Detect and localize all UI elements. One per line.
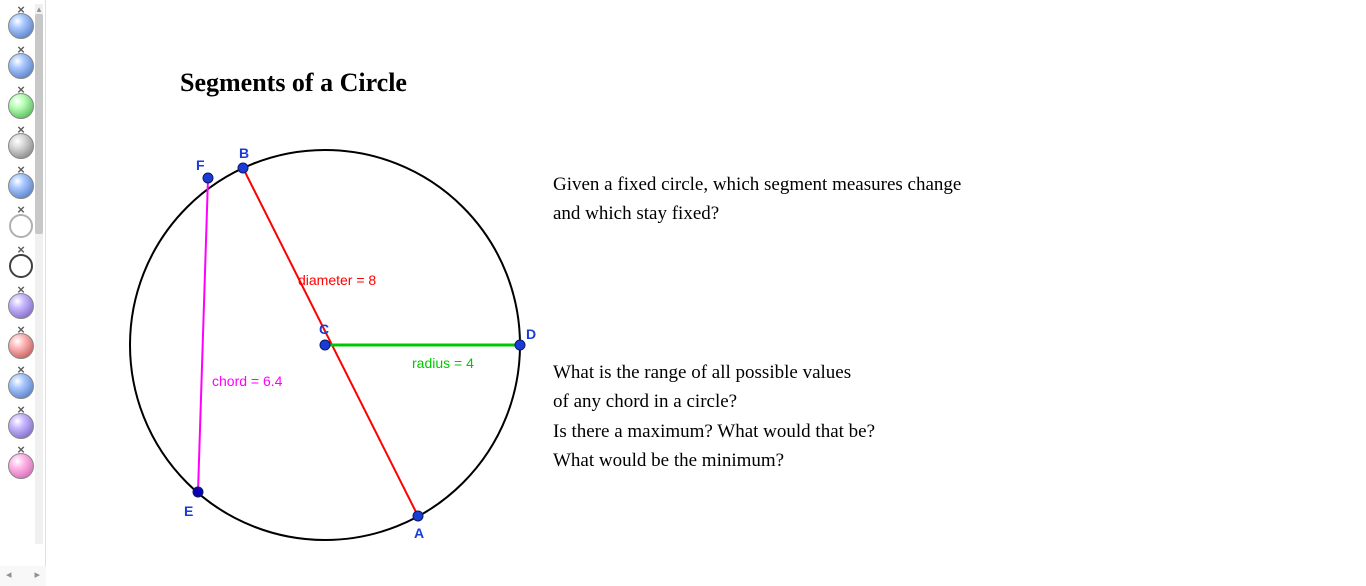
label-diameter: diameter = 8 [298, 272, 376, 288]
close-icon[interactable]: × [17, 2, 25, 17]
question-2: What is the range of all possible values… [553, 358, 875, 476]
close-icon[interactable]: × [17, 162, 25, 177]
point-F[interactable] [203, 173, 213, 183]
tool-violet-2[interactable]: × [3, 404, 39, 440]
tool-ring-black-icon [9, 254, 33, 278]
close-icon[interactable]: × [17, 322, 25, 337]
scroll-thumb[interactable] [35, 14, 43, 234]
tool-violet[interactable]: × [3, 284, 39, 320]
close-icon[interactable]: × [17, 82, 25, 97]
point-label-B: B [239, 145, 249, 161]
point-B[interactable] [238, 163, 248, 173]
q1-line2: and which stay fixed? [553, 199, 961, 228]
point-label-D: D [526, 326, 536, 342]
tool-pink[interactable]: × [3, 444, 39, 480]
label-radius: radius = 4 [412, 355, 474, 371]
q2-line3: Is there a maximum? What would that be? [553, 417, 875, 446]
close-icon[interactable]: × [17, 242, 25, 257]
close-icon[interactable]: × [17, 282, 25, 297]
q1-line1: Given a fixed circle, which segment meas… [553, 170, 961, 199]
point-label-E: E [184, 503, 193, 519]
q2-line1: What is the range of all possible values [553, 358, 875, 387]
tool-blue-1[interactable]: × [3, 4, 39, 40]
q2-line2: of any chord in a circle? [553, 387, 875, 416]
tool-gray[interactable]: × [3, 124, 39, 160]
segment-diameter[interactable] [243, 168, 418, 516]
question-1: Given a fixed circle, which segment meas… [553, 170, 961, 229]
point-label-F: F [196, 157, 205, 173]
tool-ring-gray[interactable]: × [3, 204, 39, 240]
close-icon[interactable]: × [17, 202, 25, 217]
tool-red[interactable]: × [3, 324, 39, 360]
sidebar-scrollbar[interactable]: ▴ [35, 4, 43, 544]
page-title: Segments of a Circle [180, 68, 407, 98]
point-E[interactable] [193, 487, 203, 497]
tool-ring-gray-icon [9, 214, 33, 238]
tool-blue-2[interactable]: × [3, 44, 39, 80]
close-icon[interactable]: × [17, 122, 25, 137]
scroll-up-icon[interactable]: ▴ [35, 4, 43, 14]
q2-line4: What would be the minimum? [553, 446, 875, 475]
tool-blue-3[interactable]: × [3, 164, 39, 200]
point-label-C: C [319, 321, 329, 337]
close-icon[interactable]: × [17, 402, 25, 417]
point-A[interactable] [413, 511, 423, 521]
point-C[interactable] [320, 340, 330, 350]
segment-chord[interactable] [198, 178, 208, 492]
close-icon[interactable]: × [17, 362, 25, 377]
point-label-A: A [414, 525, 424, 541]
tool-green[interactable]: × [3, 84, 39, 120]
close-icon[interactable]: × [17, 442, 25, 457]
tool-ring-black[interactable]: × [3, 244, 39, 280]
label-chord: chord = 6.4 [212, 373, 283, 389]
main-canvas: Segments of a Circle Given a fixed circl… [48, 0, 1366, 586]
tool-sidebar: × × × × × × × × × × × × ▴ ◂ ▸ [0, 0, 46, 586]
sidebar-bottom-nav: ◂ ▸ [0, 566, 46, 586]
tool-blue-4[interactable]: × [3, 364, 39, 400]
circle-diagram[interactable]: diameter = 8 radius = 4 chord = 6.4 A B C D E F [120, 120, 540, 550]
close-icon[interactable]: × [17, 42, 25, 57]
point-D[interactable] [515, 340, 525, 350]
nav-left-icon[interactable]: ◂ [6, 568, 12, 584]
nav-right-icon[interactable]: ▸ [34, 568, 40, 584]
